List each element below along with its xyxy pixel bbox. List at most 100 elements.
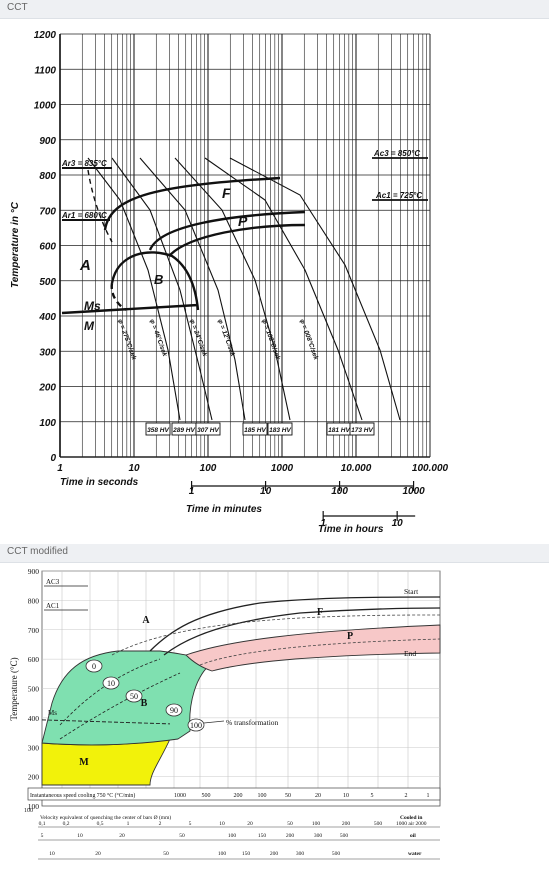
scale-row-tick: 100	[228, 833, 237, 839]
hardness-box	[349, 422, 375, 436]
y-tick-label: 100	[28, 802, 40, 811]
scale-row-tick: 10	[77, 833, 83, 839]
scale-row-tick: 10	[49, 851, 55, 857]
transformation-mark-label: 50	[130, 692, 138, 701]
scale-row-tick: 1000	[174, 793, 186, 799]
y-tick-label: 1000	[34, 101, 57, 112]
ac3-annotation: AC3	[46, 578, 60, 586]
cooling-curve	[87, 157, 181, 421]
scale-row-tick: 100	[24, 808, 33, 814]
transformation-mark-label: 90	[170, 706, 178, 715]
leader-line	[203, 720, 225, 724]
transformation-mark-label: 10	[107, 679, 115, 688]
region-label: A	[142, 615, 150, 626]
scale-row-tick: 0,1	[39, 821, 46, 827]
ms-annotation: Ms	[48, 709, 57, 717]
minutes-tick-label: 10	[260, 486, 272, 497]
scale-row-tick: 2	[405, 793, 408, 799]
y-tick-label: 800	[39, 171, 56, 182]
scale-row-tick: 50	[287, 821, 293, 827]
phase-label: F	[222, 185, 231, 201]
cct-modified-labels: 0105090100100200300400500600700800900Tem…	[9, 567, 430, 857]
scale-row-tick: 100	[258, 793, 267, 799]
hardness-label: 289 HV	[172, 427, 195, 434]
region-pearlite	[185, 624, 441, 672]
scale-row-tick: 0,5	[97, 821, 104, 827]
x-axis-label-hours: Time in hours	[318, 524, 384, 535]
section-header-cct-modified: CCT modified	[0, 544, 549, 563]
scale-row-tick: 200	[286, 833, 295, 839]
ms-dashed	[41, 719, 171, 725]
scale-row-tick: 20	[95, 851, 101, 857]
transformation-mark-label: 100	[190, 721, 202, 730]
ac1-annotation: Ac1 = 725°C	[375, 191, 422, 200]
scale-row-tick: 200	[270, 851, 279, 857]
scale-row-tick: 500	[332, 851, 341, 857]
scale-row-right-label: oil	[410, 833, 416, 839]
x-tick-label: 10.000	[341, 463, 372, 474]
hardness-box	[145, 422, 171, 436]
start-curve	[149, 596, 441, 652]
cooling-curve	[111, 157, 213, 421]
scale-row-tick: 20	[315, 793, 321, 799]
ferrite-curve	[163, 607, 441, 656]
transformation-mark	[187, 718, 205, 732]
region-label: M	[79, 757, 89, 768]
region-label: P	[347, 631, 353, 642]
y-tick-label: 900	[39, 136, 56, 147]
pearlite-end-curve	[169, 223, 306, 256]
phase-label: A	[79, 257, 91, 274]
scale-row-tick: 10	[219, 821, 225, 827]
scale-row-tick: 300	[296, 851, 305, 857]
transformation-mark-label: 0	[92, 662, 96, 671]
end-annotation: End	[404, 649, 416, 658]
cooling-curve	[139, 157, 246, 421]
x-axis-label-minutes: Time in minutes	[186, 504, 262, 515]
scale-row-sub-right: 1000 air 2000	[396, 821, 427, 827]
ac3-annotation: Ac3 = 850°C	[373, 149, 420, 158]
cct-modified-chart: 0105090100100200300400500600700800900Tem…	[0, 563, 549, 870]
y-tick-label: 700	[28, 626, 40, 635]
y-tick-label: 0	[50, 453, 56, 464]
scale-row-tick: 5	[41, 833, 44, 839]
scale-row-tick: 100	[312, 821, 321, 827]
y-tick-label: 300	[39, 347, 56, 358]
hardness-label: 185 HV	[244, 427, 266, 434]
nose-dashed	[87, 169, 113, 243]
y-tick-label: 200	[38, 383, 56, 394]
phase-label: M	[84, 319, 95, 333]
scale-row-tick: 100	[218, 851, 227, 857]
minutes-tick-label: 1000	[402, 486, 425, 497]
hardness-label: 181 HV	[328, 427, 350, 434]
x-tick-label: 10	[128, 463, 140, 474]
scale-row-tick: 50	[163, 851, 169, 857]
pearlite-start-curve	[148, 210, 306, 251]
transformation-annotation: % transformation	[226, 718, 279, 727]
region-label: B	[141, 698, 148, 709]
x-tick-label: 1000	[271, 463, 294, 474]
scale-row-tick: 150	[242, 851, 251, 857]
ac1-annotation: AC1	[46, 602, 60, 610]
scale-row-tick: 2	[159, 821, 162, 827]
transformation-mark	[125, 689, 143, 703]
region-label: F	[317, 607, 323, 618]
x-tick-label: 100	[200, 463, 217, 474]
x-tick-label: 1	[57, 463, 63, 474]
scale-row-right-label: water	[408, 851, 422, 857]
ferrite-start-curve	[103, 176, 281, 231]
ar1-annotation: Ar1 = 680°C	[61, 211, 107, 220]
y-tick-label: 600	[28, 655, 40, 664]
transformation-mark	[85, 659, 103, 673]
y-tick-label: 500	[28, 685, 40, 694]
y-axis-label: Temperature in °C	[10, 201, 21, 288]
y-tick-label: 400	[38, 312, 56, 323]
y-tick-label: 900	[28, 567, 40, 576]
start-annotation: Start	[404, 587, 419, 596]
ar3-annotation: Ar3 = 835°C	[61, 159, 107, 168]
scale-row-tick: 300	[314, 833, 323, 839]
y-axis-label: Temperature (°C)	[9, 657, 19, 720]
dashed-pearlite-50	[199, 638, 441, 666]
scale-row-tick: 20	[119, 833, 125, 839]
dashed-bainite-50	[59, 672, 181, 740]
x-tick-label: 100.000	[412, 463, 449, 474]
